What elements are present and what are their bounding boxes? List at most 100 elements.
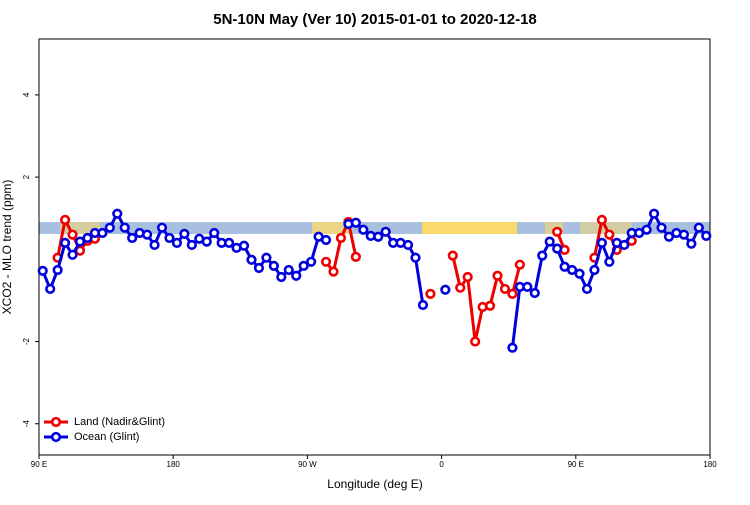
data-point [507,342,518,353]
data-point [67,249,78,260]
data-point [127,232,138,244]
data-point [596,214,607,225]
data-point [52,264,63,276]
data-point [514,259,525,270]
data-point [171,237,183,248]
data-point [97,227,108,239]
data-point [455,282,466,293]
legend-marker [50,416,62,428]
data-point [149,239,160,251]
y-tick-label: 4 [22,92,31,97]
data-point [574,268,585,279]
data-point [604,256,615,267]
data-point [246,254,257,265]
data-point [142,229,153,240]
x-axis-label: Longitude (deg E) [327,477,422,491]
data-point [507,288,518,299]
data-point [320,234,332,246]
x-tick-label: 180 [167,460,181,469]
data-point [328,266,339,277]
x-tick-label: 180 [703,460,717,469]
legend-label: Ocean (Glint) [74,431,139,443]
data-point [380,226,391,237]
data-point [268,260,279,272]
data-point [648,208,660,219]
data-point [253,262,265,274]
data-point [693,222,704,233]
data-point [470,336,481,347]
data-point [59,214,71,225]
data-point [67,229,78,240]
data-point [596,237,607,248]
data-point [552,243,563,254]
data-point [261,252,272,263]
data-point [276,271,287,283]
chart-title: 5N-10N May (Ver 10) 2015-01-01 to 2020-1… [213,11,537,28]
data-point [566,264,578,276]
data-point [350,217,361,228]
data-point [410,252,421,263]
data-point [425,288,436,299]
data-point [306,256,317,267]
data-point [59,237,71,248]
data-point [298,260,309,272]
data-point [589,264,600,276]
data-point [529,287,540,299]
data-point [641,224,652,235]
data-point [335,232,347,244]
data-point [119,222,130,233]
data-point [678,229,690,240]
data-point [156,222,168,233]
legend-marker [50,431,62,443]
map-strip [39,222,710,234]
x-tick-label: 90 W [298,460,317,469]
data-point [537,250,548,261]
data-point [552,226,563,237]
data-point [283,264,294,276]
data-point [37,265,48,276]
legend-label: Land (Nadir&Glint) [74,416,165,428]
x-tick-label: 90 E [31,460,47,469]
y-tick-label: 2 [22,174,31,179]
data-point [112,208,123,219]
data-point [544,236,555,247]
data-point [581,283,593,295]
data-point [209,227,220,239]
data-point [440,284,451,295]
data-point [186,239,197,251]
data-point [201,236,212,247]
data-point [179,228,190,239]
y-tick-label: -4 [22,420,31,428]
data-point [492,270,503,281]
data-point [701,230,712,242]
data-point [522,281,533,292]
data-point [417,299,429,311]
data-point [238,240,250,251]
data-point [104,222,115,233]
data-point [164,232,175,244]
y-tick-label: -2 [22,337,31,345]
data-point [402,239,414,251]
data-point [663,231,675,242]
data-point [447,250,458,261]
data-point [358,224,369,235]
data-point [656,222,667,233]
data-point [373,231,384,242]
x-tick-label: 90 E [568,460,584,469]
plot-frame [38,38,711,456]
data-point [462,271,473,283]
data-point [619,239,630,251]
data-point [350,251,361,262]
data-point [484,300,496,311]
data-point [224,237,235,248]
data-point [499,283,511,295]
data-point [291,270,302,281]
data-point [320,256,332,267]
data-point [74,236,86,247]
y-axis-label: XCO2 - MLO trend (ppm) [0,180,14,315]
data-point [45,283,56,295]
data-point [82,232,93,244]
x-tick-label: 0 [439,460,444,469]
data-point [686,238,697,249]
